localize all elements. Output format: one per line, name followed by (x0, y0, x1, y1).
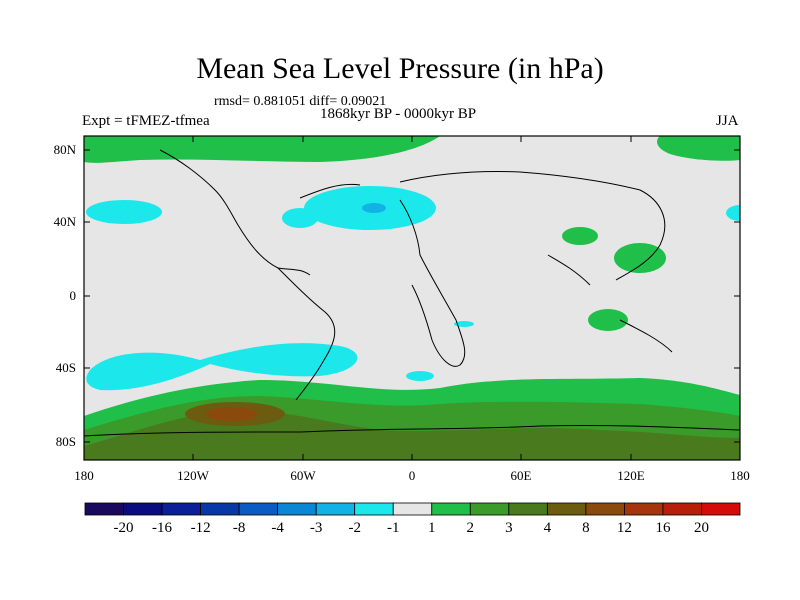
colorbar-label: -8 (232, 520, 246, 536)
north-atlantic-low-core (362, 203, 386, 213)
maritime-positive (588, 309, 628, 331)
lat-label-80n: 80N (53, 142, 76, 157)
colorbar-swatch (546, 502, 587, 516)
colorbar-label: 4 (543, 520, 552, 536)
colorbar-label: -3 (309, 520, 323, 536)
lat-label-40n: 40N (53, 214, 76, 229)
anomaly-field (84, 136, 740, 460)
lat-label-40s: 40S (55, 360, 76, 375)
period-subtitle: 1868kyr BP - 0000kyr BP (320, 106, 477, 122)
colorbar-label: 3 (505, 520, 513, 536)
colorbar-label: 1 (428, 520, 436, 536)
colorbar-swatch (431, 502, 471, 516)
colorbar-label: -4 (271, 520, 284, 536)
colorbar-swatch (161, 502, 201, 516)
colorbar-swatch (469, 502, 510, 516)
lon-label-60e: 60E (510, 468, 532, 483)
south-atlantic-low (406, 371, 434, 381)
colorbar-swatch (508, 502, 548, 516)
experiment-label: Expt = tFMEZ-tfmea (82, 113, 210, 129)
season-label: JJA (716, 113, 739, 129)
colorbar (84, 502, 741, 516)
colorbar-label: 16 (655, 520, 671, 536)
colorbar-swatch (123, 502, 163, 516)
colorbar-label: -12 (190, 520, 211, 536)
lat-label-80s: 80S (55, 434, 76, 449)
colorbar-swatch (392, 502, 433, 516)
colorbar-label: -1 (386, 520, 400, 536)
south-pacific-low (86, 343, 358, 391)
asia-positive (562, 227, 598, 245)
colorbar-swatch (200, 502, 240, 516)
colorbar-label: 2 (466, 520, 475, 536)
plot-title: Mean Sea Level Pressure (in hPa) (196, 52, 604, 85)
colorbar-swatch (701, 502, 741, 516)
lon-label-180e: 180 (730, 468, 750, 483)
axis-ticks (84, 136, 740, 460)
coastlines (84, 149, 740, 437)
colorbar-swatch (624, 502, 664, 516)
north-pacific-low (86, 200, 162, 224)
lon-label-60w: 60W (290, 468, 316, 483)
colorbar-label: 20 (693, 520, 709, 536)
west-pacific-positive (614, 243, 666, 273)
north-atlantic-low-west (282, 208, 318, 228)
stats-subtitle: rmsd= 0.881051 diff= 0.09021 (214, 94, 387, 109)
colorbar-swatch (585, 502, 625, 516)
colorbar-swatch (84, 502, 124, 516)
indian-ocean-low (454, 321, 474, 327)
lon-label-120e: 120E (617, 468, 645, 483)
colorbar-swatch (662, 502, 702, 516)
lon-label-0: 0 (408, 468, 416, 483)
colorbar-swatch (238, 502, 279, 516)
colorbar-swatch (277, 502, 317, 516)
colorbar-label: 8 (582, 520, 590, 536)
southern-pacific-peak (206, 407, 258, 421)
colorbar-label: -2 (348, 520, 361, 536)
lat-label-0: 0 (69, 288, 77, 303)
north-pacific-positive (657, 136, 740, 161)
colorbar-swatch (315, 502, 356, 516)
colorbar-swatch (354, 502, 394, 516)
west-pacific-low (726, 205, 740, 221)
colorbar-label: -16 (152, 520, 173, 536)
arctic-positive (84, 136, 440, 163)
lon-label-120w: 120W (177, 468, 209, 483)
colorbar-label: 12 (616, 520, 632, 536)
colorbar-label: -20 (113, 520, 134, 536)
lon-label-180w: 180 (74, 468, 94, 483)
